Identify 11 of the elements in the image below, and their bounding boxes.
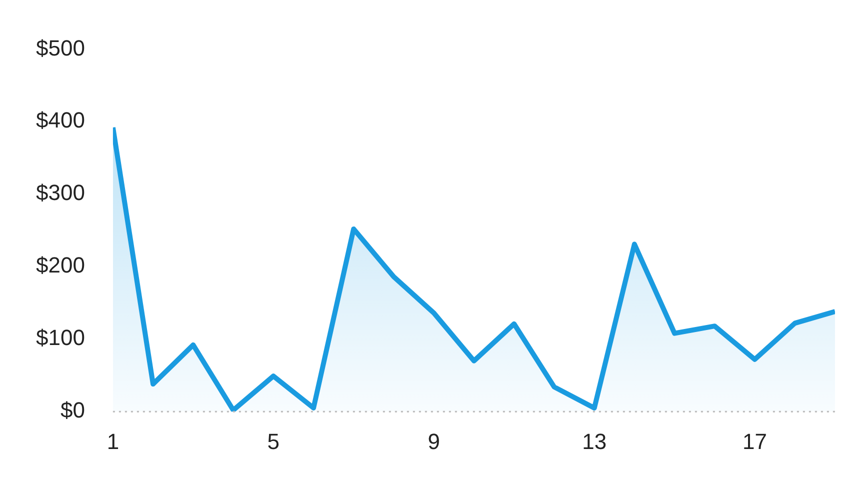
x-tick-label: 9	[428, 428, 440, 454]
y-tick-label: $400	[36, 108, 85, 133]
y-tick-label: $300	[36, 180, 85, 206]
y-tick-label: $200	[36, 252, 85, 278]
y-tick-label: $500	[36, 35, 85, 60]
y-tick-label: $0	[60, 398, 85, 423]
x-tick-label: 5	[267, 428, 280, 454]
x-tick-label: 1	[106, 428, 120, 454]
x-tick-label: 13	[582, 428, 607, 454]
y-tick-label: $100	[36, 325, 85, 350]
x-tick-label: 17	[742, 428, 768, 454]
